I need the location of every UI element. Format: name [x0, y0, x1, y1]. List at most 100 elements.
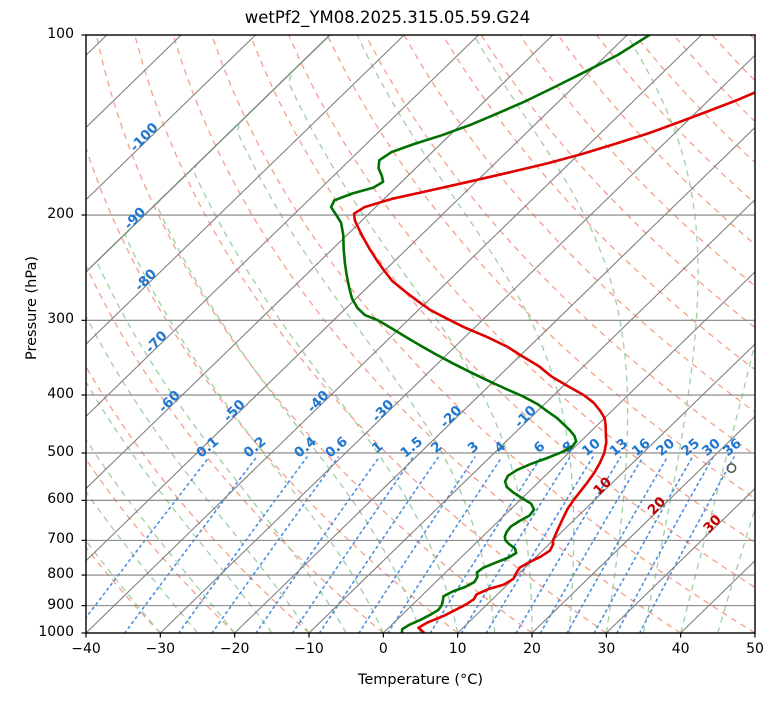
isotherm-label: -20 — [437, 403, 465, 432]
gridlines-group — [0, 35, 755, 633]
mixing-ratio-line — [291, 456, 415, 633]
mixing-ratio-label: 3 — [465, 438, 482, 456]
isotherm-line — [86, 35, 256, 201]
dry-adiabat — [211, 35, 755, 633]
y-tick-label: 700 — [47, 531, 74, 548]
isotherm-line — [86, 35, 702, 633]
dry-adiabat — [86, 264, 384, 633]
dry-adiabat — [634, 35, 755, 164]
mixing-ratio-label: 6 — [531, 438, 548, 456]
page-title: wetPf2_YM08.2025.315.05.59.G24 — [244, 8, 531, 27]
mixing-ratio-label: 0.4 — [291, 434, 320, 462]
y-tick-label: 300 — [47, 311, 74, 328]
isotherm-label: -50 — [220, 397, 248, 426]
y-tick-label: 100 — [47, 26, 74, 42]
dry-adiabat — [86, 146, 459, 633]
x-tick-label: 0 — [378, 641, 388, 657]
mixing-ratio-line — [638, 456, 735, 633]
x-tick-label: −20 — [219, 641, 250, 657]
y-tick-label: 900 — [47, 596, 74, 613]
isotherm-line — [234, 126, 755, 633]
moist-adiabat — [124, 35, 384, 633]
x-tick-label: 30 — [597, 641, 616, 657]
mixing-ratio-label: 16 — [629, 435, 654, 459]
mixing-ratio-line — [485, 456, 594, 633]
moist-adiabat — [680, 340, 755, 633]
mixing-ratio-line — [566, 456, 669, 633]
isotherm-label: 30 — [700, 512, 725, 537]
mixing-ratio-line — [177, 456, 308, 633]
y-tick-label: 1000 — [38, 624, 74, 640]
isotherm-line — [86, 35, 628, 562]
sounding-profiles-group — [329, 35, 755, 633]
moist-adiabat — [287, 35, 533, 633]
isotherm-line — [531, 415, 755, 633]
dry-adiabat — [134, 35, 607, 633]
isotherm-line — [680, 560, 755, 633]
isotherm-line — [159, 54, 755, 633]
mixing-ratio-label: 1 — [369, 438, 386, 456]
dry-adiabat — [0, 35, 12, 633]
isotherm-label: -90 — [121, 204, 149, 233]
mixing-ratio-line — [539, 456, 644, 633]
isotherm-label: 10 — [590, 474, 615, 499]
isotherm-line — [382, 271, 755, 633]
dry-adiabat — [95, 35, 533, 633]
isotherm-label: -100 — [127, 120, 162, 155]
isotherm-line — [86, 35, 331, 273]
x-tick-label: −10 — [294, 641, 324, 657]
moist-adiabat — [86, 35, 331, 633]
mixing-ratio-label: 1.5 — [397, 434, 426, 462]
x-tick-label: 40 — [671, 641, 690, 657]
plot-frame — [85, 34, 756, 634]
y-tick-label: 200 — [47, 206, 74, 223]
dry-adiabat — [86, 458, 236, 633]
mixing-ratio-label: 13 — [607, 435, 632, 459]
dry-adiabat — [288, 35, 755, 544]
mixing-ratio-label: 0.6 — [322, 434, 351, 462]
isotherm-label: -80 — [132, 266, 160, 295]
isotherm-label: -70 — [142, 328, 170, 357]
moist-adiabat — [96, 35, 347, 633]
isotherm-line — [86, 35, 405, 345]
dewpoint-profile-line — [329, 35, 651, 633]
isotherm-line — [605, 487, 755, 633]
x-axis-label: Temperature (°C) — [357, 672, 484, 688]
isotherm-line — [457, 343, 755, 633]
mixing-ratio-line — [255, 456, 380, 633]
isotherm-line — [86, 35, 554, 490]
x-tick-label: 50 — [746, 641, 764, 657]
mixing-ratio-line — [211, 456, 339, 633]
moist-adiabat — [157, 35, 422, 633]
moist-adiabat — [626, 35, 699, 633]
dry-adiabat — [595, 35, 755, 205]
y-tick-label: 400 — [47, 386, 74, 403]
isotherm-label: 40 — [757, 529, 775, 554]
mixing-ratio-line — [318, 456, 440, 633]
mixing-ratio-line — [429, 456, 542, 633]
sounding-marker[interactable] — [726, 463, 737, 474]
y-tick-label: 800 — [47, 566, 74, 583]
moist-adiabat — [754, 630, 755, 633]
temperature-profile-line — [352, 90, 755, 633]
dry-adiabat — [711, 35, 755, 82]
mixing-ratio-label: 0.2 — [241, 434, 270, 462]
dry-adiabat — [365, 35, 755, 456]
moist-adiabat — [717, 506, 755, 633]
mixing-ratio-line — [387, 456, 503, 633]
y-tick-label: 600 — [47, 491, 74, 508]
mixing-ratio-label: 0.1 — [193, 434, 222, 462]
y-tick-label: 500 — [47, 443, 74, 460]
dry-adiabat — [326, 35, 755, 500]
dry-adiabat — [249, 35, 755, 589]
dry-adiabat — [172, 35, 682, 633]
dry-adiabat — [403, 35, 755, 413]
x-tick-label: −40 — [71, 641, 101, 657]
mixing-ratio-line — [358, 456, 476, 633]
dry-adiabat — [86, 546, 161, 633]
isotherm-label: -60 — [155, 387, 183, 416]
isotherm-label: 20 — [645, 494, 670, 519]
x-tick-label: 20 — [523, 641, 541, 657]
dry-adiabat — [86, 365, 310, 633]
